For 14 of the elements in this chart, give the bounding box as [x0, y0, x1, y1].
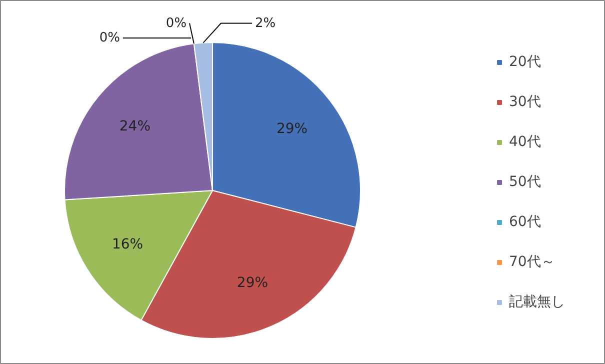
legend-label: 20代: [509, 53, 541, 71]
legend-label: 40代: [509, 133, 541, 151]
legend-label: 30代: [509, 93, 541, 111]
legend-label: 記載無し: [509, 293, 565, 311]
data-label: 16%: [112, 236, 144, 252]
text: 0%: [166, 16, 187, 31]
data-label: 29%: [236, 274, 268, 291]
data-label: 24%: [119, 118, 151, 134]
legend-label: 70代～: [509, 253, 555, 271]
data-label: 29%: [276, 120, 308, 137]
data-label: 2%: [255, 16, 276, 31]
text: 0%: [99, 30, 120, 46]
legend-label: 60代: [509, 213, 541, 231]
legend-label: 50代: [509, 173, 541, 191]
